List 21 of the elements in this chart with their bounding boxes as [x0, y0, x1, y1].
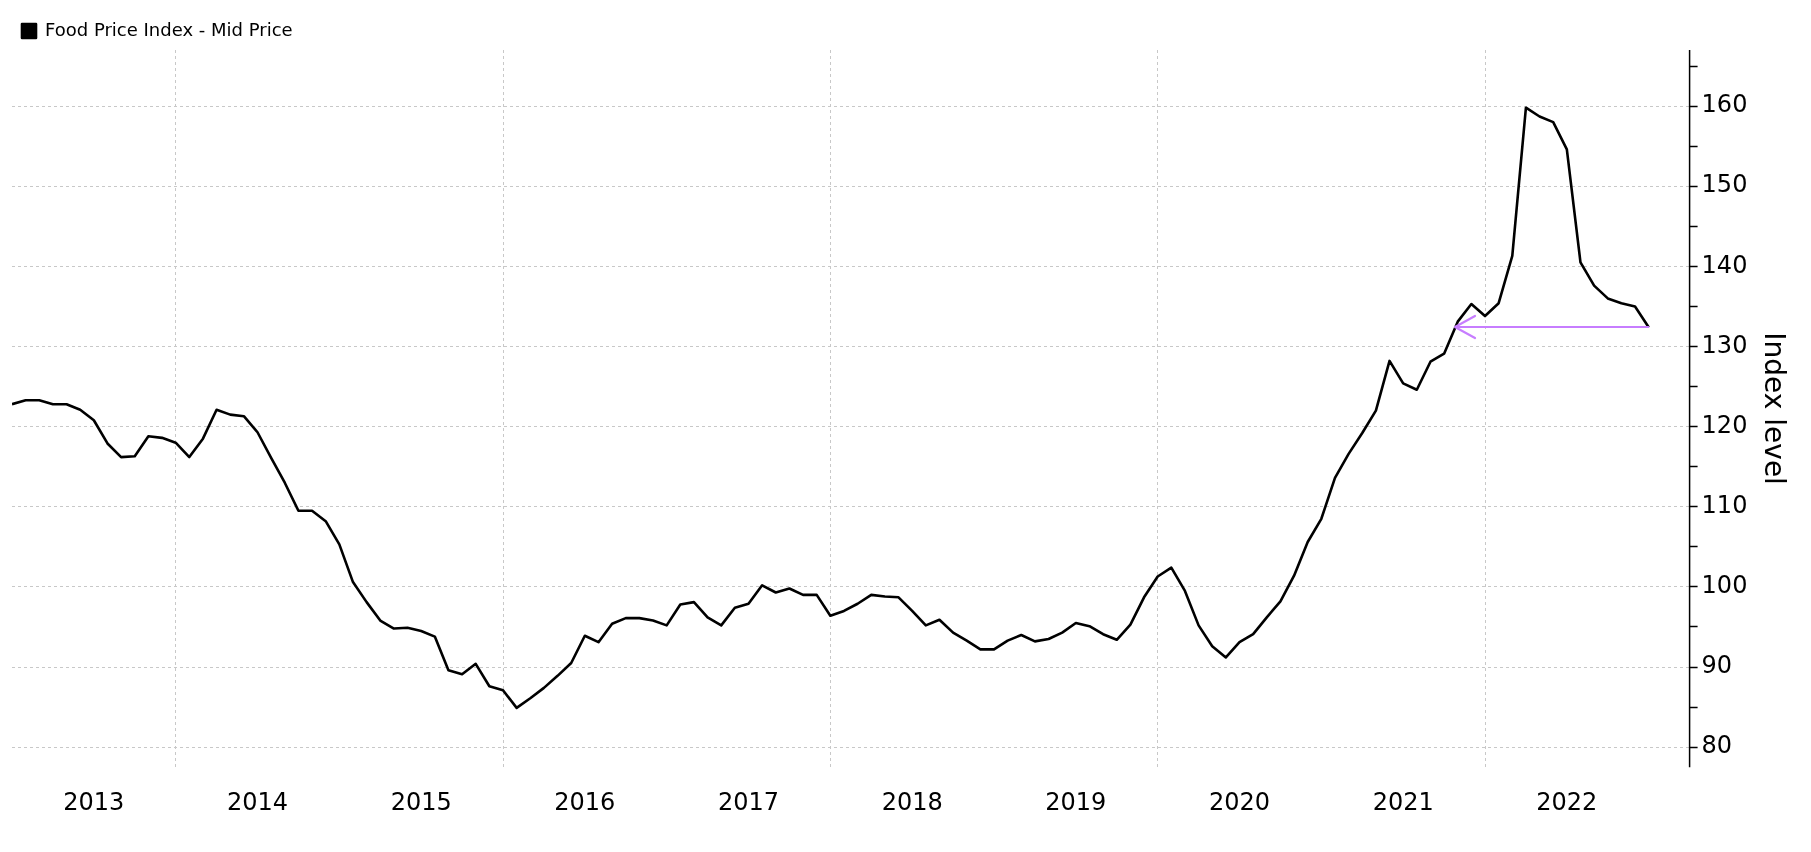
x-tick-label: 2022 — [1536, 787, 1598, 816]
x-tick-label: 2014 — [226, 787, 289, 816]
y-tick-label: 80 — [1701, 731, 1733, 760]
y-tick-label: 90 — [1701, 651, 1733, 680]
y-tick-label: 130 — [1701, 330, 1748, 359]
y-tick-label: 120 — [1701, 410, 1748, 439]
y-tick-label: 140 — [1701, 250, 1748, 279]
x-tick-label: 2021 — [1372, 787, 1434, 816]
legend-label: Food Price Index - Mid Price — [45, 18, 293, 40]
x-tick-label: 2019 — [1045, 787, 1107, 816]
y-tick-label: 110 — [1701, 491, 1748, 519]
x-tick-label: 2015 — [390, 787, 452, 816]
y-axis-title: Index level — [1757, 332, 1791, 485]
x-tick-label: 2018 — [881, 787, 943, 816]
y-tick-label: 100 — [1701, 571, 1748, 600]
x-tick-label: 2017 — [717, 787, 780, 816]
y-tick-label: 160 — [1701, 90, 1748, 119]
y-tick-label: 150 — [1701, 170, 1748, 199]
x-tick-label: 2020 — [1208, 787, 1271, 816]
x-tick-label: 2013 — [63, 787, 125, 816]
x-tick-label: 2016 — [554, 787, 616, 816]
